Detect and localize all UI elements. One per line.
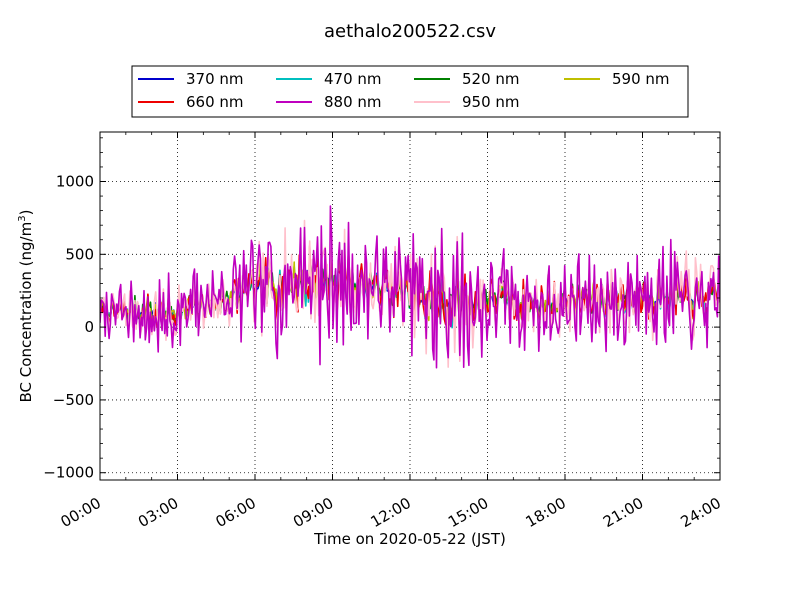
y-tick-label: −1000 xyxy=(43,464,94,482)
legend-label: 590 nm xyxy=(612,70,670,88)
y-axis-label-main: BC Concentration (ng/m xyxy=(17,222,35,403)
legend-label: 660 nm xyxy=(186,93,244,111)
legend-box xyxy=(131,65,689,118)
y-axis-label-end: ) xyxy=(17,210,35,216)
series-line-880-nm xyxy=(100,205,720,369)
chart-title: aethalo200522.csv xyxy=(324,21,496,42)
y-axis-ticks: −1000 −500 0 500 1000 xyxy=(43,137,720,482)
y-axis-label: BC Concentration (ng/m3) xyxy=(17,210,35,403)
y-axis-label-superscript: 3 xyxy=(17,215,28,221)
x-axis-label: Time on 2020-05-22 (JST) xyxy=(313,530,506,548)
series-lines xyxy=(100,205,720,369)
legend-label: 950 nm xyxy=(462,93,520,111)
legend-label: 470 nm xyxy=(324,70,382,88)
legend: 370 nm 470 nm 520 nm 590 nm 660 nm 880 nm 950 … xyxy=(131,65,689,118)
legend-label: 370 nm xyxy=(186,70,244,88)
legend-label: 880 nm xyxy=(324,93,382,111)
y-tick-label: 500 xyxy=(65,245,94,263)
y-tick-label: 1000 xyxy=(56,173,94,191)
y-tick-label: −500 xyxy=(53,391,94,409)
y-tick-label: 0 xyxy=(84,318,94,336)
legend-label: 520 nm xyxy=(462,70,520,88)
